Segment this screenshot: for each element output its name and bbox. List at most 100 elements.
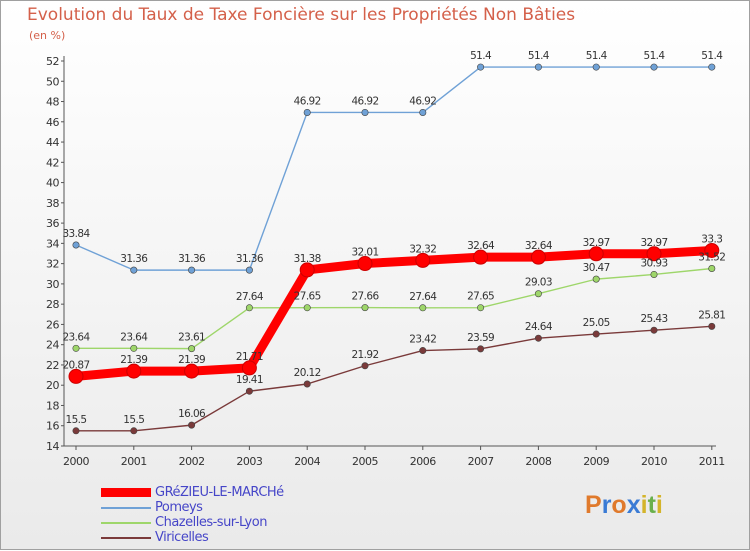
data-point <box>650 270 658 278</box>
data-label: 25.05 <box>583 317 610 329</box>
data-point <box>592 63 600 71</box>
data-label: 21.39 <box>178 354 205 366</box>
data-label: 27.65 <box>294 291 321 303</box>
data-point <box>419 304 427 312</box>
y-tick-label: 32 <box>46 258 59 271</box>
chart-title: Evolution du Taux de Taxe Foncière sur l… <box>27 5 576 25</box>
data-label: 51.4 <box>528 50 550 62</box>
data-label: 27.64 <box>409 291 437 303</box>
data-point <box>303 380 311 388</box>
data-point <box>530 249 546 265</box>
data-label: 21.71 <box>236 351 263 363</box>
data-label: 31.38 <box>294 253 321 265</box>
data-point <box>534 290 542 298</box>
data-label: 21.92 <box>351 349 378 361</box>
data-point <box>72 344 80 352</box>
data-point <box>68 368 84 384</box>
data-point <box>130 344 138 352</box>
y-tick-label: 34 <box>46 237 59 250</box>
y-tick-label: 14 <box>46 440 59 453</box>
data-point <box>419 347 427 355</box>
proxiti-logo: Proxiti <box>585 491 663 520</box>
data-point <box>245 266 253 274</box>
y-tick-label: 22 <box>46 359 59 372</box>
y-tick-label: 24 <box>46 339 59 352</box>
y-tick-label: 28 <box>46 298 59 311</box>
data-label: 31.52 <box>698 251 725 263</box>
y-tick-label: 38 <box>46 197 59 210</box>
data-label: 27.66 <box>351 291 379 303</box>
data-label: 20.12 <box>294 367 321 379</box>
data-label: 46.92 <box>409 95 436 107</box>
data-label: 31.36 <box>236 253 264 265</box>
y-tick-label: 18 <box>46 399 59 412</box>
data-label: 25.81 <box>698 309 725 321</box>
data-label: 30.93 <box>640 257 667 269</box>
data-point <box>126 363 142 379</box>
legend-swatch-pomeys <box>101 506 151 509</box>
logo-letter: P <box>585 491 602 519</box>
data-point <box>650 63 658 71</box>
data-label: 24.64 <box>525 321 553 333</box>
legend-item: Viricelles <box>101 530 284 545</box>
data-point <box>241 360 257 376</box>
logo-letter: o <box>611 491 627 519</box>
data-label: 32.32 <box>409 243 436 255</box>
data-point <box>188 266 196 274</box>
x-tick-label: 2009 <box>583 455 609 468</box>
logo-letter: x <box>626 491 641 519</box>
data-point <box>361 362 369 370</box>
x-tick-label: 2008 <box>525 455 551 468</box>
data-point <box>708 63 716 71</box>
data-point <box>646 246 662 262</box>
data-point <box>299 262 315 278</box>
data-label: 16.06 <box>178 408 206 420</box>
data-label: 23.64 <box>62 331 90 343</box>
data-label: 23.64 <box>120 331 148 343</box>
series-line-2 <box>76 267 712 350</box>
data-point <box>245 387 253 395</box>
y-tick-label: 46 <box>46 116 59 129</box>
data-point <box>415 252 431 268</box>
y-axis-unit: (en %) <box>29 29 66 42</box>
y-tick-label: 36 <box>46 217 59 230</box>
data-point <box>534 63 542 71</box>
legend-label: Pomeys <box>155 500 203 515</box>
x-tick-label: 2006 <box>410 455 436 468</box>
legend-label: Chazelles-sur-Lyon <box>155 515 267 530</box>
data-point <box>72 241 80 249</box>
data-label: 27.64 <box>236 291 264 303</box>
x-tick-label: 2011 <box>699 455 725 468</box>
y-tick-label: 42 <box>46 156 59 169</box>
x-tick-label: 2007 <box>468 455 494 468</box>
data-point <box>130 266 138 274</box>
x-tick-label: 2001 <box>121 455 147 468</box>
data-label: 21.39 <box>120 354 147 366</box>
x-tick-label: 2005 <box>352 455 378 468</box>
logo-letter: i <box>640 491 648 519</box>
data-label: 32.64 <box>525 240 553 252</box>
data-point <box>708 322 716 330</box>
legend-label: GRéZIEU-LE-MARCHé <box>155 485 284 500</box>
series-line-3 <box>76 325 712 432</box>
data-point <box>188 421 196 429</box>
series-line-1 <box>75 66 712 271</box>
legend-item: Chazelles-sur-Lyon <box>101 515 284 530</box>
data-point <box>303 108 311 116</box>
data-point <box>592 330 600 338</box>
y-tick-label: 26 <box>46 318 59 331</box>
data-label: 19.41 <box>236 374 263 386</box>
data-label: 20.87 <box>62 359 89 371</box>
data-label: 46.92 <box>351 95 378 107</box>
data-point <box>708 264 716 272</box>
series-line-0 <box>75 245 713 381</box>
data-point <box>477 304 485 312</box>
data-point <box>188 345 196 353</box>
data-point <box>704 242 720 258</box>
data-label: 23.59 <box>467 332 494 344</box>
y-tick-label: 52 <box>46 55 59 68</box>
legend-swatch-chazelles <box>101 521 151 524</box>
x-tick-label: 2004 <box>294 455 320 468</box>
